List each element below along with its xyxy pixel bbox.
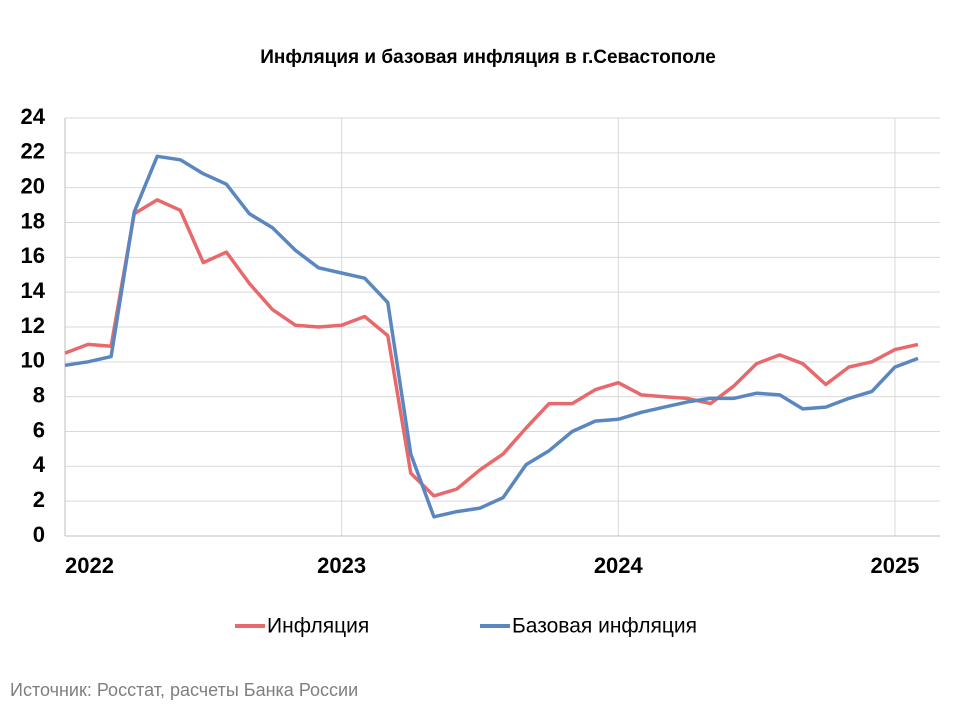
- y-tick-label: 16: [21, 243, 45, 268]
- x-tick-label: 2022: [65, 553, 114, 578]
- chart-title: Инфляция и базовая инфляция в г.Севастоп…: [260, 47, 716, 68]
- y-tick-label: 20: [21, 173, 45, 198]
- y-tick-label: 6: [33, 417, 45, 442]
- x-tick-label: 2024: [594, 553, 644, 578]
- y-tick-label: 22: [21, 139, 45, 164]
- y-tick-label: 4: [33, 452, 46, 477]
- x-tick-label: 2023: [317, 553, 366, 578]
- y-tick-label: 18: [21, 208, 45, 233]
- y-tick-label: 10: [21, 348, 45, 373]
- y-tick-label: 24: [21, 104, 46, 129]
- y-tick-label: 8: [33, 382, 45, 407]
- x-tick-label: 2025: [870, 553, 919, 578]
- y-tick-label: 0: [33, 522, 45, 547]
- source-note: Источник: Росстат, расчеты Банка России: [10, 680, 358, 700]
- legend-label: Базовая инфляция: [512, 615, 697, 638]
- series-line: [64, 154, 919, 519]
- y-tick-label: 2: [33, 487, 45, 512]
- y-tick-label: 14: [21, 278, 46, 303]
- legend-label: Инфляция: [267, 615, 369, 638]
- series-line: [64, 198, 919, 498]
- y-tick-label: 12: [21, 313, 45, 338]
